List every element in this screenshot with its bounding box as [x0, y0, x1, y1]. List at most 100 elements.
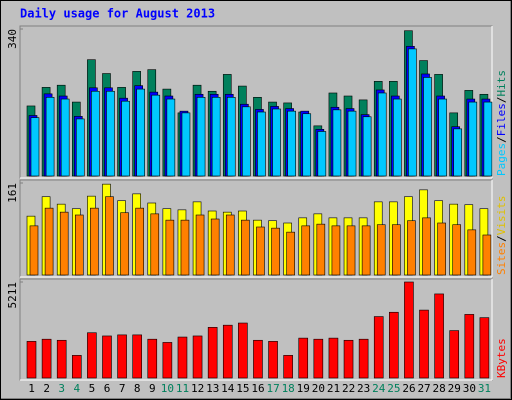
x-tick-label: 18 — [282, 382, 295, 395]
x-tick-label: 6 — [104, 382, 111, 395]
bar — [393, 98, 402, 177]
bar — [452, 224, 462, 276]
bar — [90, 207, 99, 276]
bar — [377, 92, 387, 177]
legend-separator: / — [495, 97, 508, 104]
bar — [226, 97, 236, 177]
bar — [166, 98, 176, 177]
bar — [422, 217, 431, 276]
bar — [222, 324, 233, 379]
bar — [238, 322, 248, 379]
x-tick-label: 13 — [206, 382, 219, 395]
y-max-label: 161 — [6, 183, 19, 203]
bar — [132, 334, 142, 379]
bar — [376, 224, 386, 276]
x-tick-label: 21 — [327, 382, 340, 395]
bar — [71, 355, 82, 379]
bar — [332, 109, 342, 177]
legend-separator: / — [495, 235, 508, 242]
bar — [286, 231, 295, 276]
y-max-label: 340 — [6, 29, 19, 49]
legend: Sites/Visits — [495, 196, 508, 276]
bar — [347, 110, 357, 177]
x-tick-label: 25 — [387, 382, 400, 395]
bar — [195, 214, 205, 276]
chart-title: Daily usage for August 2013 — [20, 7, 215, 21]
bar — [358, 338, 369, 379]
bar — [29, 225, 39, 276]
bar — [256, 226, 265, 276]
bar — [313, 338, 324, 379]
legend-separator: / — [495, 136, 508, 143]
bar — [373, 316, 384, 379]
x-tick-label: 16 — [251, 382, 264, 395]
bar — [316, 223, 326, 276]
x-tick-label: 20 — [312, 382, 325, 395]
bar — [438, 98, 447, 177]
x-tick-label: 9 — [149, 382, 156, 395]
bar — [59, 211, 69, 276]
x-tick-label: 24 — [372, 382, 386, 395]
x-tick-label: 11 — [176, 382, 189, 395]
x-tick-label: 31 — [478, 382, 491, 395]
x-tick-label: 22 — [342, 382, 355, 395]
bar — [60, 98, 70, 177]
bar — [106, 90, 115, 177]
bar — [56, 339, 67, 379]
legend: KBytes — [495, 338, 508, 378]
bar — [136, 88, 145, 177]
bar — [257, 111, 266, 177]
bar — [483, 101, 493, 177]
bar — [346, 225, 356, 276]
x-tick-label: 23 — [357, 382, 370, 395]
x-tick-label: 14 — [221, 382, 235, 395]
bar — [361, 225, 371, 276]
x-tick-label: 27 — [417, 382, 430, 395]
bar — [389, 311, 399, 379]
bar — [479, 317, 490, 379]
bar — [150, 213, 160, 276]
x-tick-label: 7 — [119, 382, 126, 395]
x-tick-label: 26 — [402, 382, 415, 395]
bar — [253, 339, 263, 379]
bar — [74, 214, 84, 276]
bar — [283, 355, 293, 379]
bar — [343, 339, 354, 379]
x-tick-label: 29 — [448, 382, 461, 395]
bar — [44, 207, 54, 276]
legend: Pages/Files/Hits — [495, 70, 508, 176]
bar — [464, 314, 475, 379]
bar — [272, 108, 281, 177]
bar — [242, 106, 251, 177]
bar — [121, 100, 130, 177]
bar — [302, 113, 312, 177]
bar — [26, 341, 37, 379]
bar — [30, 117, 40, 177]
bar — [328, 337, 339, 379]
bar — [207, 327, 218, 379]
bar — [301, 225, 311, 276]
legend-entry: Sites — [495, 242, 508, 275]
bar — [362, 116, 372, 177]
bar — [181, 112, 191, 177]
legend-entry: Files — [495, 103, 508, 136]
bar — [102, 335, 112, 379]
bar — [177, 336, 188, 379]
x-tick-label: 10 — [161, 382, 174, 395]
bar — [105, 196, 114, 276]
y-max-label: 5211 — [6, 282, 19, 309]
legend-entry: Pages — [495, 143, 508, 176]
x-tick-label: 3 — [58, 382, 65, 395]
bar — [135, 207, 144, 276]
bar — [147, 338, 158, 379]
x-tick-label: 30 — [463, 382, 476, 395]
x-tick-label: 15 — [236, 382, 249, 395]
bar — [419, 309, 429, 379]
bar — [87, 332, 97, 379]
bar — [392, 224, 401, 276]
legend-entry: Hits — [495, 70, 508, 97]
bar — [211, 97, 221, 177]
bar — [75, 118, 85, 177]
bar — [408, 48, 417, 177]
